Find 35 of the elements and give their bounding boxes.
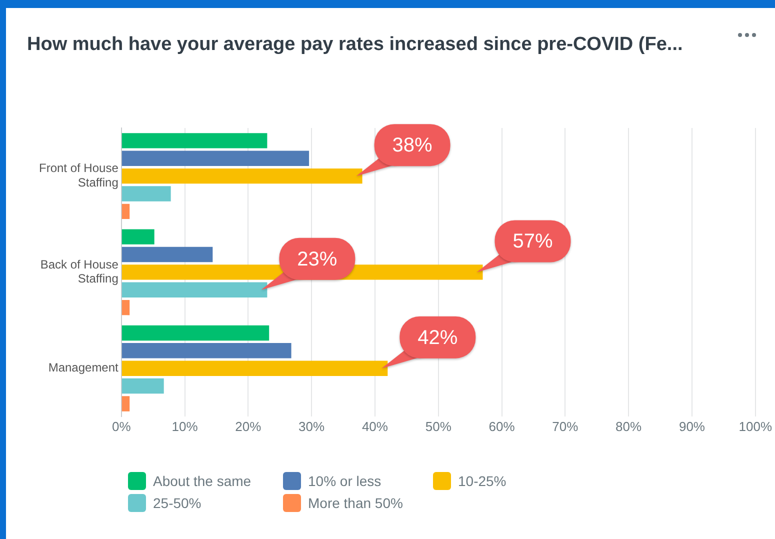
bar bbox=[122, 133, 268, 148]
data-label: 42% bbox=[418, 326, 458, 349]
x-tick-label: 50% bbox=[425, 418, 452, 434]
bar bbox=[122, 204, 130, 220]
legend-label: About the same bbox=[152, 472, 252, 490]
legend-label: 25-50% bbox=[152, 494, 202, 512]
y-tick-label: Back of House Staffing bbox=[40, 257, 119, 286]
bar bbox=[122, 325, 270, 341]
legend-label: 10% or less bbox=[307, 472, 382, 490]
x-tick-label: 80% bbox=[616, 418, 642, 434]
chart-title: How much have your average pay rates increased since pre-COVID (Fe... bbox=[27, 34, 683, 56]
x-tick-label: 90% bbox=[678, 418, 706, 434]
bar bbox=[122, 378, 164, 394]
x-tick-label: 40% bbox=[362, 418, 388, 434]
bar bbox=[122, 186, 171, 202]
bar bbox=[122, 300, 130, 316]
legend-label: 10-25% bbox=[457, 472, 508, 490]
x-tick-label: 30% bbox=[298, 418, 326, 434]
bar bbox=[122, 150, 310, 166]
bar bbox=[122, 343, 292, 358]
bar bbox=[122, 396, 130, 412]
bar bbox=[122, 246, 213, 262]
bar bbox=[122, 229, 154, 244]
y-tick-label: Management bbox=[48, 360, 120, 375]
legend-label: More than 50% bbox=[307, 494, 404, 512]
x-tick-label: 10% bbox=[172, 418, 198, 434]
x-tick-label: 20% bbox=[235, 418, 262, 434]
x-tick-label: 100% bbox=[738, 418, 772, 434]
data-label: 57% bbox=[512, 230, 553, 253]
data-label: 38% bbox=[392, 134, 433, 157]
x-tick-label: 0% bbox=[112, 418, 132, 434]
x-tick-label: 70% bbox=[552, 418, 579, 434]
x-tick-label: 60% bbox=[488, 418, 516, 434]
y-tick-label: Front of House Staffing bbox=[38, 161, 119, 190]
data-label: 23% bbox=[297, 248, 338, 270]
